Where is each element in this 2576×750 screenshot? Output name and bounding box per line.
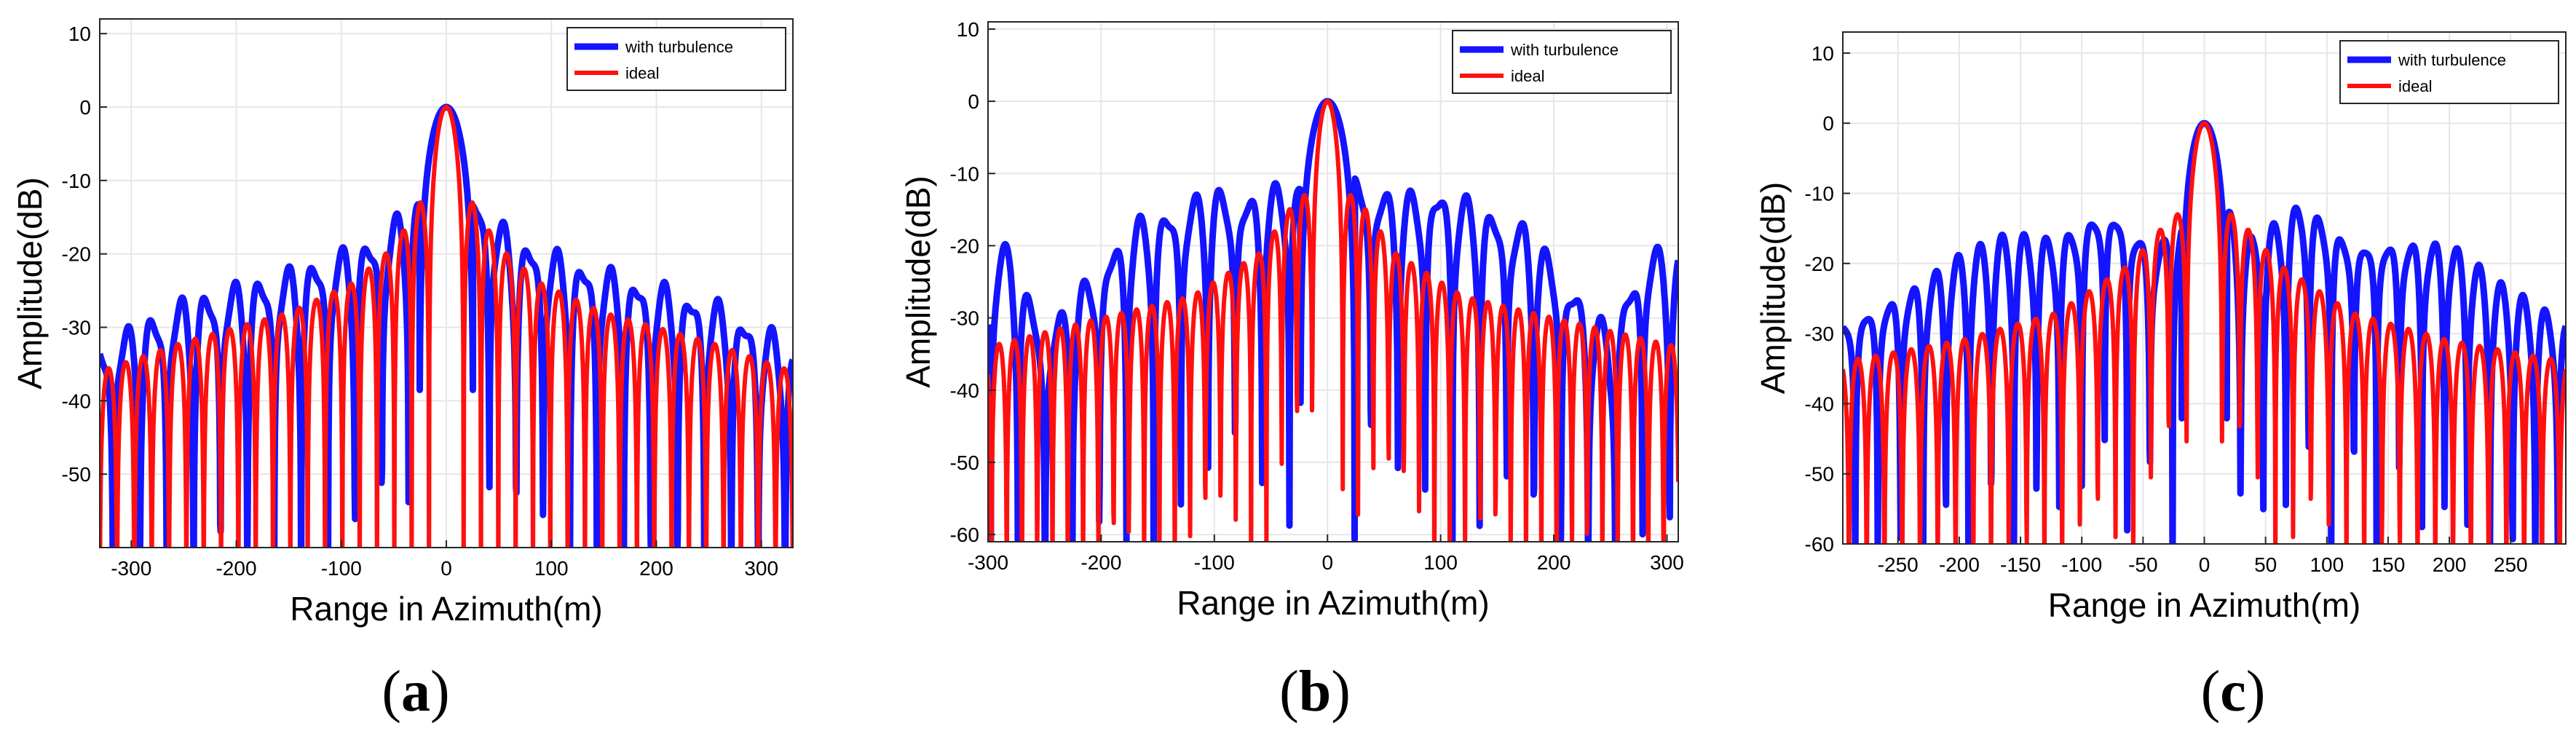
y-tick-label: -10: [1805, 182, 1834, 205]
x-tick-label: 100: [1423, 551, 1458, 574]
y-tick-label: -30: [950, 307, 979, 330]
chart-panel-b: -300 -200 -100 0 100 200 300100-10-20-30-40-50…: [899, 18, 1684, 622]
caption-c-letter: c: [2220, 660, 2246, 724]
x-tick-label: -100: [321, 557, 362, 580]
x-tick-label: -300: [968, 551, 1008, 574]
x-tick-label: 150: [2371, 553, 2406, 576]
y-tick-label: -10: [950, 162, 979, 185]
y-tick-label: -20: [62, 243, 91, 266]
legend-box: [1452, 30, 1672, 94]
x-tick-label: 0: [440, 557, 452, 580]
caption-c: (c): [2200, 660, 2266, 724]
y-tick-label: -10: [62, 170, 91, 192]
x-tick-label: 100: [534, 557, 569, 580]
x-axis-label: Range in Azimuth(m): [2048, 586, 2361, 624]
caption-a-letter: a: [401, 660, 430, 724]
x-tick-label: 200: [639, 557, 673, 580]
x-tick-label: 0: [2199, 553, 2210, 576]
y-tick-label: 10: [957, 18, 979, 41]
x-tick-label: 250: [2494, 553, 2528, 576]
legend-label-turbulence: with turbulence: [1510, 41, 1619, 59]
y-tick-label: -40: [950, 379, 979, 402]
x-tick-label: 200: [2433, 553, 2467, 576]
x-tick-label: -200: [1939, 553, 1980, 576]
y-tick-label: -50: [1805, 463, 1834, 486]
x-axis-label: Range in Azimuth(m): [290, 590, 603, 628]
legend-label-turbulence: with turbulence: [2398, 51, 2506, 69]
y-axis-label: Amplitude(dB): [899, 175, 937, 387]
series-line-ideal: [988, 99, 1678, 542]
x-tick-label: -100: [1194, 551, 1235, 574]
plot-area: [988, 22, 1678, 542]
caption-b: (b): [1279, 660, 1351, 724]
axes-box: [987, 21, 1679, 542]
x-tick-label: -100: [2061, 553, 2102, 576]
legend: with turbulence ideal: [566, 27, 786, 91]
y-tick-label: -20: [950, 234, 979, 257]
x-tick-label: -50: [2128, 553, 2157, 576]
series-line-turbulence: [988, 98, 1678, 542]
y-axis-label: Amplitude(dB): [11, 177, 49, 389]
chart-panel-c: -250 -200 -150 -100 -50 0 50 100 150 200 250100-10…: [1754, 31, 2567, 624]
x-tick-label: -200: [216, 557, 256, 580]
x-tick-label: 200: [1537, 551, 1571, 574]
series-group: [1843, 119, 2566, 544]
x-tick-label: 50: [2254, 553, 2277, 576]
y-tick-label: -60: [1805, 533, 1834, 556]
x-tick-label: -150: [2000, 553, 2041, 576]
x-tick-label: 300: [1650, 551, 1684, 574]
caption-b-letter: b: [1298, 660, 1332, 724]
y-tick-label: 10: [1812, 42, 1834, 65]
y-tick-label: -40: [62, 390, 91, 412]
series-group: [100, 103, 793, 548]
series-group: [988, 98, 1678, 542]
y-tick-label: -50: [950, 451, 979, 474]
legend-label-ideal: ideal: [2398, 77, 2432, 95]
y-tick-label: 10: [68, 23, 91, 45]
y-tick-label: -40: [1805, 392, 1834, 415]
legend-label-turbulence: with turbulence: [625, 38, 733, 56]
y-tick-label: -60: [950, 524, 979, 546]
x-tick-label: 100: [2310, 553, 2344, 576]
y-tick-label: -30: [1805, 323, 1834, 345]
y-tick-label: -50: [62, 463, 91, 486]
x-axis-label: Range in Azimuth(m): [1177, 584, 1490, 622]
x-tick-label: -300: [111, 557, 151, 580]
legend-label-ideal: ideal: [1511, 67, 1544, 85]
x-tick-label: -250: [1878, 553, 1919, 576]
caption-a: (a): [382, 660, 450, 724]
x-tick-label: 300: [744, 557, 778, 580]
x-tick-label: -200: [1080, 551, 1121, 574]
legend: with turbulence ideal: [2339, 40, 2559, 104]
y-tick-label: 0: [79, 96, 91, 119]
y-tick-label: 0: [968, 90, 979, 113]
legend-box: [566, 27, 786, 91]
series-line-ideal: [1843, 121, 2566, 544]
y-tick-label: 0: [1822, 112, 1834, 135]
x-tick-label: 0: [1321, 551, 1333, 574]
legend-label-ideal: ideal: [625, 64, 659, 82]
y-tick-label: -30: [62, 317, 91, 339]
legend: with turbulence ideal: [1452, 30, 1672, 94]
chart-panel-a: -300 -200 -100 0 100 200 300100-10-20-30-40-50…: [11, 18, 794, 628]
legend-box: [2339, 40, 2559, 104]
y-axis-label: Amplitude(dB): [1754, 182, 1792, 394]
series-line-ideal: [100, 105, 793, 548]
y-tick-label: -20: [1805, 253, 1834, 275]
